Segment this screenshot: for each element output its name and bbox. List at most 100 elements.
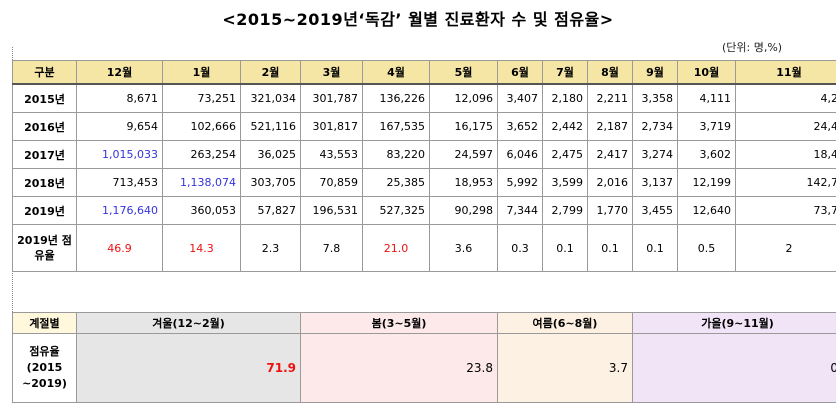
data-cell: 3,274	[632, 140, 678, 169]
data-cell: 90,298	[429, 196, 498, 225]
season-value-spring: 23.8	[300, 333, 498, 403]
data-cell: 3,719	[677, 112, 736, 141]
row-label: 2019년	[12, 196, 77, 225]
table-row: 2015년 8,671 73,251 321,034 301,787 136,2…	[12, 83, 836, 113]
table-header-row: 구분 12월 1월 2월 3월 4월 5월 6월 7월 8월 9월 10월 11…	[12, 60, 836, 85]
header-cell: 2월	[240, 60, 301, 85]
data-cell: 24,4	[735, 112, 836, 141]
header-cell: 9월	[632, 60, 678, 85]
data-cell: 1,176,640	[76, 196, 163, 225]
data-cell: 16,175	[429, 112, 498, 141]
data-cell: 18,953	[429, 168, 498, 197]
data-cell: 83,220	[362, 140, 430, 169]
row-label: 2018년	[12, 168, 77, 197]
share-cell: 0.1	[587, 224, 633, 272]
season-label-bottom: 점유율 (2015 ~2019)	[12, 333, 77, 403]
data-cell: 2,417	[587, 140, 633, 169]
data-cell: 360,053	[162, 196, 241, 225]
header-cell: 3월	[300, 60, 363, 85]
data-cell: 3,455	[632, 196, 678, 225]
data-cell: 57,827	[240, 196, 301, 225]
data-cell: 3,599	[542, 168, 588, 197]
header-cell: 1월	[162, 60, 241, 85]
header-cell: 10월	[677, 60, 736, 85]
data-cell: 3,358	[632, 83, 678, 113]
share-cell: 46.9	[76, 224, 163, 272]
data-cell: 136,226	[362, 83, 430, 113]
data-cell: 521,116	[240, 112, 301, 141]
season-head-summer: 여름(6~8월)	[497, 312, 633, 334]
table-row: 2016년 9,654 102,666 521,116 301,817 167,…	[12, 112, 836, 141]
data-cell: 3,652	[497, 112, 543, 141]
data-cell: 321,034	[240, 83, 301, 113]
share-cell: 0.5	[677, 224, 736, 272]
data-cell: 3,137	[632, 168, 678, 197]
data-cell: 2,442	[542, 112, 588, 141]
season-value-row: 점유율 (2015 ~2019) 71.9 23.8 3.7 0	[12, 333, 836, 403]
data-cell: 196,531	[300, 196, 363, 225]
data-cell: 9,654	[76, 112, 163, 141]
data-cell: 36,025	[240, 140, 301, 169]
data-cell: 18,4	[735, 140, 836, 169]
data-cell: 24,597	[429, 140, 498, 169]
data-cell: 12,096	[429, 83, 498, 113]
data-cell: 2,180	[542, 83, 588, 113]
data-cell: 5,992	[497, 168, 543, 197]
seasonal-share-table: 계절별 겨울(12~2월) 봄(3~5월) 여름(6~8월) 가을(9~11월)…	[12, 312, 836, 403]
data-cell: 73,7	[735, 196, 836, 225]
share-cell: 0.1	[632, 224, 678, 272]
data-cell: 2,211	[587, 83, 633, 113]
share-cell: 21.0	[362, 224, 430, 272]
season-head-winter: 겨울(12~2월)	[76, 312, 301, 334]
share-cell: 2	[735, 224, 836, 272]
header-cell: 5월	[429, 60, 498, 85]
share-cell: 0.3	[497, 224, 543, 272]
share-cell: 2.3	[240, 224, 301, 272]
data-cell: 2,016	[587, 168, 633, 197]
row-label: 2019년 점유율	[12, 224, 77, 272]
unit-label: (단위: 명,%)	[722, 41, 783, 54]
header-cell: 4월	[362, 60, 430, 85]
share-cell: 3.6	[429, 224, 498, 272]
data-cell: 142,7	[735, 168, 836, 197]
monthly-patients-table: 구분 12월 1월 2월 3월 4월 5월 6월 7월 8월 9월 10월 11…	[12, 60, 836, 272]
data-cell: 102,666	[162, 112, 241, 141]
data-cell: 167,535	[362, 112, 430, 141]
season-head-spring: 봄(3~5월)	[300, 312, 498, 334]
table-row: 2019년 1,176,640 360,053 57,827 196,531 5…	[12, 196, 836, 225]
season-head-autumn: 가을(9~11월)	[632, 312, 836, 334]
season-value-autumn: 0	[632, 333, 836, 403]
share-cell: 7.8	[300, 224, 363, 272]
share-cell: 0.1	[542, 224, 588, 272]
data-cell: 301,817	[300, 112, 363, 141]
table-row: 2017년 1,015,033 263,254 36,025 43,553 83…	[12, 140, 836, 169]
data-cell: 6,046	[497, 140, 543, 169]
header-cell: 7월	[542, 60, 588, 85]
data-cell: 3,602	[677, 140, 736, 169]
data-cell: 8,671	[76, 83, 163, 113]
header-cell: 12월	[76, 60, 163, 85]
season-header-row: 계절별 겨울(12~2월) 봄(3~5월) 여름(6~8월) 가을(9~11월)	[12, 312, 836, 334]
season-label-top: 계절별	[12, 312, 77, 334]
header-cell: 8월	[587, 60, 633, 85]
data-cell: 43,553	[300, 140, 363, 169]
row-label: 2017년	[12, 140, 77, 169]
table-row: 2018년 713,453 1,138,074 303,705 70,859 2…	[12, 168, 836, 197]
data-cell: 1,138,074	[162, 168, 241, 197]
data-cell: 2,734	[632, 112, 678, 141]
header-cell: 6월	[497, 60, 543, 85]
data-cell: 4,2	[735, 83, 836, 113]
data-cell: 4,111	[677, 83, 736, 113]
data-cell: 2,799	[542, 196, 588, 225]
share-row: 2019년 점유율 46.9 14.3 2.3 7.8 21.0 3.6 0.3…	[12, 224, 836, 272]
data-cell: 527,325	[362, 196, 430, 225]
row-label: 2016년	[12, 112, 77, 141]
data-cell: 1,015,033	[76, 140, 163, 169]
data-cell: 70,859	[300, 168, 363, 197]
data-cell: 73,251	[162, 83, 241, 113]
data-cell: 12,199	[677, 168, 736, 197]
header-cell: 구분	[12, 60, 77, 85]
data-cell: 12,640	[677, 196, 736, 225]
data-cell: 25,385	[362, 168, 430, 197]
data-cell: 2,475	[542, 140, 588, 169]
